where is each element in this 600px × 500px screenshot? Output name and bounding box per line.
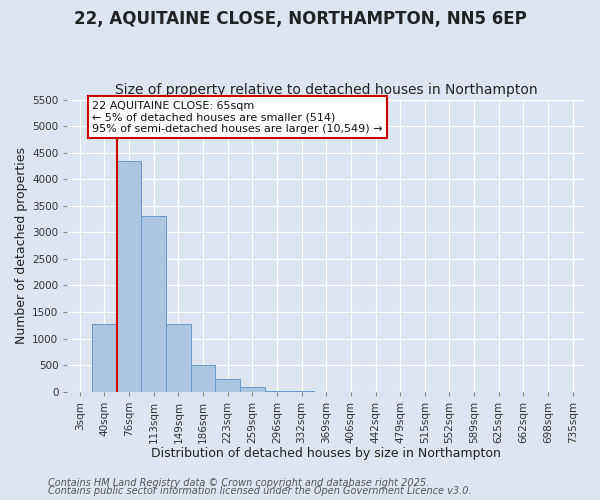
Bar xyxy=(240,388,265,392)
Text: 22, AQUITAINE CLOSE, NORTHAMPTON, NN5 6EP: 22, AQUITAINE CLOSE, NORTHAMPTON, NN5 6E… xyxy=(74,10,526,28)
Text: 22 AQUITAINE CLOSE: 65sqm
← 5% of detached houses are smaller (514)
95% of semi-: 22 AQUITAINE CLOSE: 65sqm ← 5% of detach… xyxy=(92,100,383,134)
Bar xyxy=(191,365,215,392)
Bar xyxy=(265,390,289,392)
Bar xyxy=(142,216,166,392)
X-axis label: Distribution of detached houses by size in Northampton: Distribution of detached houses by size … xyxy=(151,447,501,460)
Bar xyxy=(166,324,191,392)
Bar xyxy=(92,324,117,392)
Text: Contains HM Land Registry data © Crown copyright and database right 2025.: Contains HM Land Registry data © Crown c… xyxy=(48,478,429,488)
Y-axis label: Number of detached properties: Number of detached properties xyxy=(15,147,28,344)
Text: Contains public sector information licensed under the Open Government Licence v3: Contains public sector information licen… xyxy=(48,486,472,496)
Title: Size of property relative to detached houses in Northampton: Size of property relative to detached ho… xyxy=(115,83,538,97)
Bar xyxy=(215,380,240,392)
Bar xyxy=(117,160,142,392)
